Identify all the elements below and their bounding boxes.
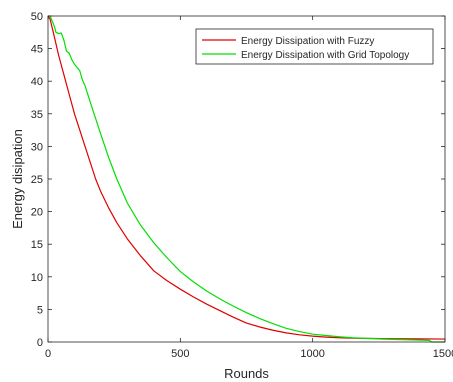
y-tick-label: 45 xyxy=(31,44,43,56)
y-tick-label: 50 xyxy=(31,11,43,23)
y-tick-label: 25 xyxy=(31,174,43,186)
x-tick-label: 1000 xyxy=(300,348,324,360)
y-tick-label: 10 xyxy=(31,272,43,284)
plot-area xyxy=(48,16,445,342)
y-tick-label: 15 xyxy=(31,239,43,251)
x-tick-label: 0 xyxy=(45,348,51,360)
legend-label-grid-topology: Energy Dissipation with Grid Topology xyxy=(241,50,409,61)
y-tick-label: 20 xyxy=(31,207,43,219)
x-axis-title: Rounds xyxy=(224,366,269,381)
y-axis-title: Energy disipation xyxy=(10,129,25,229)
y-tick-label: 0 xyxy=(37,337,43,349)
series-layer xyxy=(47,15,446,343)
series-line-0 xyxy=(47,15,446,340)
legend-box xyxy=(195,28,434,65)
y-tick-label: 35 xyxy=(31,109,43,121)
y-tick-label: 40 xyxy=(31,76,43,88)
y-tick-label: 30 xyxy=(31,141,43,153)
y-tick-label: 5 xyxy=(37,304,43,316)
x-tick-label: 500 xyxy=(171,348,189,360)
series-line-1 xyxy=(48,15,445,343)
legend: Energy Dissipation with Fuzzy Energy Dis… xyxy=(195,28,434,65)
legend-label-fuzzy: Energy Dissipation with Fuzzy xyxy=(241,36,374,47)
